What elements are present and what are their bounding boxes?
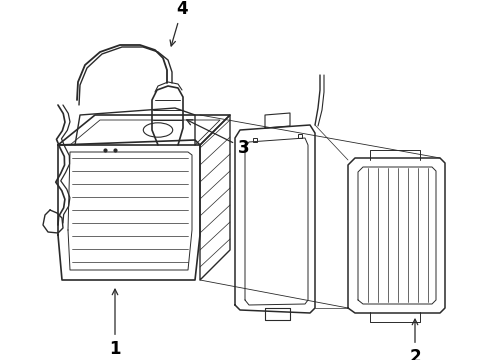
Text: 2: 2 [409,319,421,360]
Text: 1: 1 [109,289,121,358]
Text: 4: 4 [170,0,188,46]
Text: 3: 3 [187,120,249,157]
